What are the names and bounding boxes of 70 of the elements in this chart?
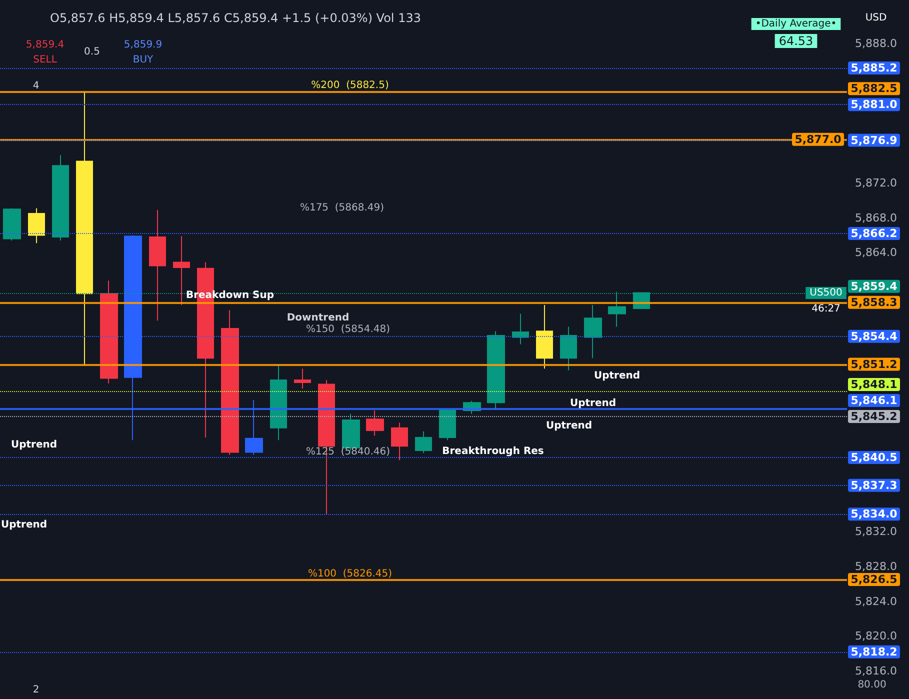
annotation: %200 (5882.5) (311, 80, 389, 91)
text: 2 (32, 684, 40, 696)
annotation: Uptrend (0, 520, 48, 530)
y-tick-label: 5,872.0 (855, 176, 897, 190)
annotation: Uptrend (570, 398, 616, 410)
annotation: Uptrend (10, 440, 58, 450)
candlestick (221, 310, 239, 456)
annotation: 0.5 (84, 46, 100, 58)
annotation: 46:27 (812, 304, 840, 314)
y-tick-label: 5,824.0 (855, 594, 897, 608)
ref-line-label: 5,866.2 (850, 227, 898, 240)
candlestick (76, 91, 93, 366)
annotation: Downtrend (286, 312, 350, 324)
ref-line-label: 5,885.2 (850, 61, 898, 74)
candlestick (52, 154, 69, 242)
annotation: %150 (5854.48) (306, 324, 390, 336)
text: USD (865, 12, 887, 24)
candlestick (270, 364, 287, 441)
ref-line-label: 5,854.4 (850, 330, 898, 343)
candlestick (536, 304, 553, 370)
annotation: 64.53 (778, 34, 814, 48)
candlestick (28, 208, 45, 244)
annotation: SELL (33, 54, 58, 66)
annotation: 5,859.9 (124, 40, 162, 50)
ref-line-label: 5,848.1 (850, 378, 898, 392)
ref-line-label: 5,826.5 (850, 573, 898, 586)
candlestick (560, 326, 577, 371)
candlestick (149, 210, 166, 322)
annotation: Uptrend (594, 370, 640, 382)
candlestick (439, 409, 456, 441)
ref-line-label: 5,845.2 (850, 410, 898, 424)
ref-line-label: 5,858.3 (850, 296, 898, 309)
candlestick (3, 208, 21, 242)
candlestick (487, 330, 505, 410)
annotation: US500 (810, 288, 842, 298)
text: 80.00 (858, 680, 886, 690)
y-tick-label: 5,868.0 (855, 211, 897, 224)
ref-line-label: 5,859.4 (850, 280, 898, 293)
annotation: O5,857.6 H5,859.4 L5,857.6 C5,859.4 +1.5 (+0.03%) Vol 133 (50, 11, 421, 25)
annotation: Uptrend (546, 420, 592, 432)
candlestick (391, 422, 408, 461)
ref-line-label: 5,834.0 (850, 508, 898, 521)
ref-line-label: 5,877.0 (794, 132, 842, 146)
y-tick-label: 5,832.0 (855, 525, 897, 538)
ref-line-label: 5,882.5 (850, 82, 898, 96)
candlestick (294, 368, 311, 390)
annotation: 4 (32, 80, 40, 92)
annotation: 5,859.4 (26, 40, 64, 50)
ref-line-label: 5,876.9 (850, 134, 898, 147)
candlestick (584, 304, 602, 359)
candlestick (512, 313, 529, 345)
ref-line-label: 5,837.3 (850, 478, 898, 492)
ref-line-label: 5,881.0 (850, 98, 898, 112)
annotation: %175 (5868.49) (300, 202, 384, 214)
y-tick-label: 5,820.0 (855, 630, 897, 643)
candlestick (366, 410, 384, 436)
candlestick (415, 430, 432, 454)
annotation: %100 (5826.45) (308, 568, 392, 580)
ref-line-label: 5,840.5 (850, 451, 898, 464)
annotation: BUY (132, 54, 154, 66)
y-tick-label: 5,864.0 (855, 246, 897, 260)
candlestick (100, 280, 118, 384)
ref-line-label: 5,818.2 (850, 645, 898, 658)
annotation: •Daily Average• (755, 18, 837, 30)
annotation: Breakthrough Res (442, 446, 544, 457)
y-tick-label: 5,888.0 (855, 37, 897, 50)
ref-line-label: 5,846.1 (850, 394, 898, 408)
y-tick-label: 5,828.0 (855, 560, 897, 573)
ref-line-label: 5,851.2 (850, 358, 898, 371)
y-tick-label: 5,816.0 (855, 664, 897, 678)
